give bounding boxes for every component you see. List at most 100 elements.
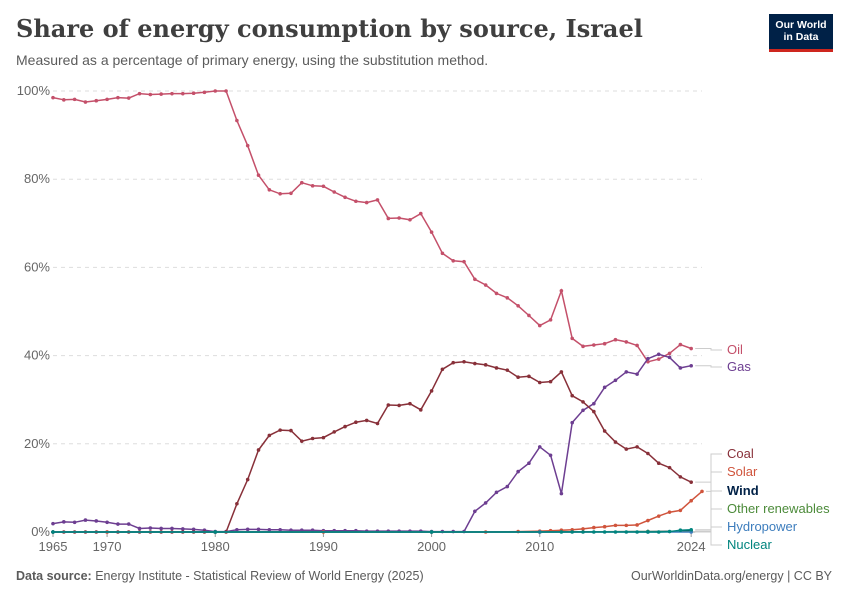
data-point bbox=[267, 187, 272, 192]
data-point bbox=[72, 520, 77, 525]
data-point bbox=[105, 520, 109, 525]
data-point bbox=[310, 184, 315, 188]
series-line-coal bbox=[53, 361, 692, 533]
data-point bbox=[451, 258, 456, 263]
series-label-hydropower: Hydropower bbox=[727, 519, 798, 534]
data-point bbox=[51, 95, 55, 100]
data-point bbox=[624, 370, 629, 374]
data-point bbox=[148, 92, 153, 97]
data-point bbox=[537, 323, 542, 328]
data-point bbox=[635, 372, 639, 376]
data-point bbox=[343, 424, 347, 429]
data-point bbox=[354, 420, 358, 424]
data-point bbox=[235, 527, 239, 532]
data-point bbox=[159, 526, 163, 531]
data-point bbox=[494, 366, 499, 370]
data-point bbox=[440, 251, 445, 256]
data-point bbox=[667, 529, 672, 534]
data-point bbox=[289, 428, 293, 433]
data-point bbox=[592, 525, 596, 530]
series-label-wind: Wind bbox=[727, 483, 759, 498]
series-label-coal: Coal bbox=[727, 446, 754, 461]
data-point bbox=[689, 346, 693, 351]
data-point bbox=[289, 528, 293, 533]
data-point bbox=[159, 92, 163, 96]
data-point bbox=[602, 429, 607, 433]
data-point bbox=[635, 343, 639, 348]
series-lines bbox=[51, 89, 704, 534]
data-point bbox=[548, 453, 553, 458]
data-point bbox=[148, 526, 153, 530]
data-point bbox=[527, 461, 531, 466]
data-point bbox=[94, 519, 99, 523]
data-point bbox=[656, 530, 661, 534]
data-point bbox=[602, 524, 607, 529]
owid-logo[interactable]: Our World in Data bbox=[769, 14, 833, 52]
label-connector bbox=[695, 508, 722, 533]
data-point bbox=[354, 199, 358, 204]
x-tick-label: 1990 bbox=[309, 539, 338, 554]
data-point bbox=[137, 526, 142, 531]
data-point bbox=[397, 403, 401, 408]
x-tick-label: 1970 bbox=[93, 539, 122, 554]
x-tick-label: 2024 bbox=[677, 539, 706, 554]
y-axis-ticks: 0% 20% 40% 60% 80% 100% bbox=[17, 83, 51, 539]
series-line-nuclear bbox=[53, 529, 692, 533]
data-point bbox=[505, 484, 510, 489]
data-point bbox=[689, 480, 693, 484]
data-point bbox=[170, 526, 174, 531]
data-point bbox=[408, 217, 412, 222]
data-point bbox=[245, 527, 250, 532]
logo-text: Our World in Data bbox=[775, 19, 827, 43]
data-point bbox=[256, 173, 261, 178]
data-point bbox=[548, 318, 553, 322]
data-point bbox=[505, 368, 510, 372]
data-point bbox=[310, 436, 315, 441]
data-point bbox=[624, 340, 629, 344]
series-label-gas: Gas bbox=[727, 359, 751, 374]
data-point bbox=[678, 366, 683, 370]
data-point bbox=[116, 522, 120, 526]
data-point bbox=[646, 451, 650, 456]
data-point bbox=[235, 501, 239, 506]
footer-link[interactable]: OurWorldinData.org/energy | CC BY bbox=[630, 569, 832, 583]
data-point bbox=[602, 341, 607, 346]
data-point bbox=[635, 530, 639, 534]
data-point bbox=[343, 195, 347, 200]
data-point bbox=[516, 303, 520, 308]
data-point bbox=[116, 95, 120, 100]
series-labels[interactable]: Oil Gas Coal Solar Wind Other renewables Hydro… bbox=[695, 342, 830, 552]
data-point bbox=[646, 356, 650, 361]
data-point bbox=[245, 477, 250, 482]
data-point bbox=[494, 291, 499, 296]
data-point bbox=[462, 259, 466, 264]
series-line-gas bbox=[52, 353, 692, 533]
data-point bbox=[83, 518, 88, 522]
data-point bbox=[624, 447, 629, 451]
data-point bbox=[408, 401, 412, 406]
data-point bbox=[105, 97, 109, 102]
label-connector bbox=[695, 529, 722, 546]
data-point bbox=[613, 337, 618, 342]
data-point bbox=[321, 435, 326, 440]
data-point bbox=[570, 530, 574, 534]
data-point bbox=[278, 191, 282, 196]
data-point bbox=[559, 491, 564, 496]
data-point bbox=[570, 393, 574, 398]
data-point bbox=[191, 91, 196, 96]
y-tick-label: 40% bbox=[24, 348, 50, 363]
data-point bbox=[613, 440, 618, 444]
data-source-text: Energy Institute - Statistical Review of… bbox=[95, 569, 424, 583]
data-point bbox=[440, 367, 445, 372]
data-point bbox=[592, 530, 596, 534]
data-point bbox=[321, 184, 326, 189]
data-point bbox=[332, 430, 337, 434]
data-point bbox=[613, 530, 618, 534]
data-point bbox=[386, 403, 391, 407]
data-point bbox=[299, 528, 304, 533]
y-tick-label: 100% bbox=[17, 83, 51, 98]
data-point bbox=[624, 523, 629, 528]
data-point bbox=[224, 89, 228, 93]
data-point bbox=[678, 528, 683, 533]
